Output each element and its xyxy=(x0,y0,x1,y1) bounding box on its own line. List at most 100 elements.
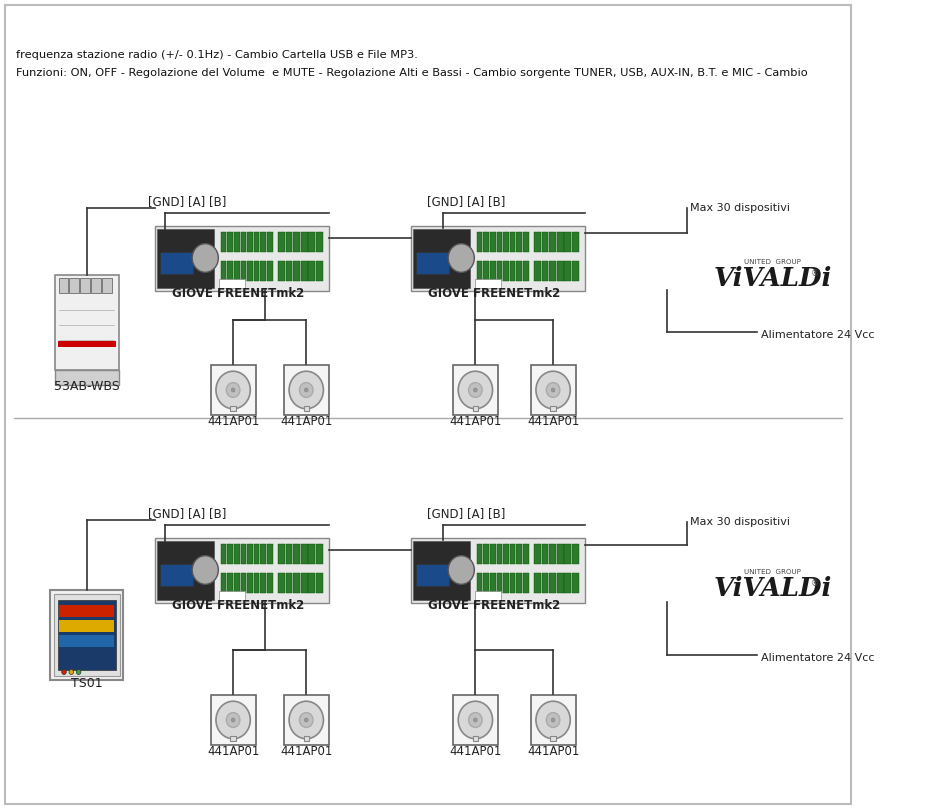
FancyBboxPatch shape xyxy=(316,544,323,564)
Text: UNITED  GROUP: UNITED GROUP xyxy=(744,259,801,265)
FancyBboxPatch shape xyxy=(517,261,522,281)
Circle shape xyxy=(231,718,235,722)
Circle shape xyxy=(551,718,555,722)
FancyBboxPatch shape xyxy=(230,406,236,411)
FancyBboxPatch shape xyxy=(504,232,509,252)
Text: GIOVE FREENETmk2: GIOVE FREENETmk2 xyxy=(428,287,560,300)
FancyBboxPatch shape xyxy=(221,261,227,281)
FancyBboxPatch shape xyxy=(531,366,576,415)
FancyBboxPatch shape xyxy=(254,544,259,564)
FancyBboxPatch shape xyxy=(55,275,119,370)
FancyBboxPatch shape xyxy=(557,544,563,564)
FancyBboxPatch shape xyxy=(534,261,541,281)
FancyBboxPatch shape xyxy=(260,261,266,281)
Text: 53AB-WBS: 53AB-WBS xyxy=(54,380,120,393)
Circle shape xyxy=(231,388,235,392)
Text: ®: ® xyxy=(812,579,819,588)
Text: GIOVE FREENETmk2: GIOVE FREENETmk2 xyxy=(428,599,560,612)
FancyBboxPatch shape xyxy=(473,736,478,741)
Text: Alimentatore 24 Vcc: Alimentatore 24 Vcc xyxy=(761,653,874,663)
FancyBboxPatch shape xyxy=(490,261,496,281)
FancyBboxPatch shape xyxy=(549,232,556,252)
FancyBboxPatch shape xyxy=(510,261,516,281)
Text: [GND] [A] [B]: [GND] [A] [B] xyxy=(148,195,227,208)
Text: 441AP01: 441AP01 xyxy=(449,415,502,428)
Text: frequenza stazione radio (+/- 0.1Hz) - Cambio Cartella USB e File MP3.: frequenza stazione radio (+/- 0.1Hz) - C… xyxy=(17,50,418,60)
Text: Max 30 dispositivi: Max 30 dispositivi xyxy=(690,203,790,213)
Circle shape xyxy=(216,701,250,739)
Text: [GND] [A] [B]: [GND] [A] [B] xyxy=(148,507,227,520)
FancyBboxPatch shape xyxy=(234,232,240,252)
FancyBboxPatch shape xyxy=(483,261,489,281)
FancyBboxPatch shape xyxy=(490,232,496,252)
FancyBboxPatch shape xyxy=(211,366,256,415)
FancyBboxPatch shape xyxy=(504,544,509,564)
FancyBboxPatch shape xyxy=(542,232,548,252)
Text: 441AP01: 441AP01 xyxy=(449,745,502,758)
Circle shape xyxy=(227,713,240,727)
FancyBboxPatch shape xyxy=(542,544,548,564)
Circle shape xyxy=(536,701,570,739)
Circle shape xyxy=(227,383,240,397)
FancyBboxPatch shape xyxy=(534,574,541,593)
FancyBboxPatch shape xyxy=(221,544,227,564)
FancyBboxPatch shape xyxy=(517,574,522,593)
Circle shape xyxy=(547,383,560,397)
FancyBboxPatch shape xyxy=(241,232,246,252)
FancyBboxPatch shape xyxy=(483,232,489,252)
FancyBboxPatch shape xyxy=(497,261,503,281)
FancyBboxPatch shape xyxy=(300,232,308,252)
FancyBboxPatch shape xyxy=(549,574,556,593)
FancyBboxPatch shape xyxy=(80,278,90,293)
FancyBboxPatch shape xyxy=(278,574,285,593)
FancyBboxPatch shape xyxy=(241,544,246,564)
FancyBboxPatch shape xyxy=(550,736,556,741)
FancyBboxPatch shape xyxy=(303,406,309,411)
Circle shape xyxy=(448,556,475,584)
FancyBboxPatch shape xyxy=(254,574,259,593)
FancyBboxPatch shape xyxy=(303,736,309,741)
FancyBboxPatch shape xyxy=(278,232,285,252)
FancyBboxPatch shape xyxy=(69,278,79,293)
FancyBboxPatch shape xyxy=(300,574,308,593)
FancyBboxPatch shape xyxy=(473,406,478,411)
FancyBboxPatch shape xyxy=(157,228,214,287)
FancyBboxPatch shape xyxy=(155,537,329,603)
FancyBboxPatch shape xyxy=(284,695,329,745)
Text: 441AP01: 441AP01 xyxy=(207,745,259,758)
FancyBboxPatch shape xyxy=(227,261,233,281)
Circle shape xyxy=(536,371,570,409)
Circle shape xyxy=(77,670,80,675)
FancyBboxPatch shape xyxy=(234,544,240,564)
FancyBboxPatch shape xyxy=(267,232,272,252)
FancyBboxPatch shape xyxy=(549,261,556,281)
FancyBboxPatch shape xyxy=(316,232,323,252)
Circle shape xyxy=(469,713,482,727)
Circle shape xyxy=(62,670,66,675)
FancyBboxPatch shape xyxy=(284,366,329,415)
FancyBboxPatch shape xyxy=(490,574,496,593)
FancyBboxPatch shape xyxy=(254,232,259,252)
FancyBboxPatch shape xyxy=(260,232,266,252)
FancyBboxPatch shape xyxy=(293,574,300,593)
FancyBboxPatch shape xyxy=(247,261,253,281)
FancyBboxPatch shape xyxy=(300,544,308,564)
FancyBboxPatch shape xyxy=(316,261,323,281)
FancyBboxPatch shape xyxy=(453,695,498,745)
FancyBboxPatch shape xyxy=(54,594,120,676)
FancyBboxPatch shape xyxy=(260,574,266,593)
FancyBboxPatch shape xyxy=(227,574,233,593)
FancyBboxPatch shape xyxy=(550,406,556,411)
FancyBboxPatch shape xyxy=(416,564,449,587)
FancyBboxPatch shape xyxy=(542,261,548,281)
FancyBboxPatch shape xyxy=(557,574,563,593)
FancyBboxPatch shape xyxy=(102,278,111,293)
FancyBboxPatch shape xyxy=(230,736,236,741)
FancyBboxPatch shape xyxy=(504,574,509,593)
FancyBboxPatch shape xyxy=(534,232,541,252)
FancyBboxPatch shape xyxy=(309,261,315,281)
FancyBboxPatch shape xyxy=(267,261,272,281)
Circle shape xyxy=(459,701,492,739)
Circle shape xyxy=(300,713,313,727)
FancyBboxPatch shape xyxy=(55,370,119,385)
